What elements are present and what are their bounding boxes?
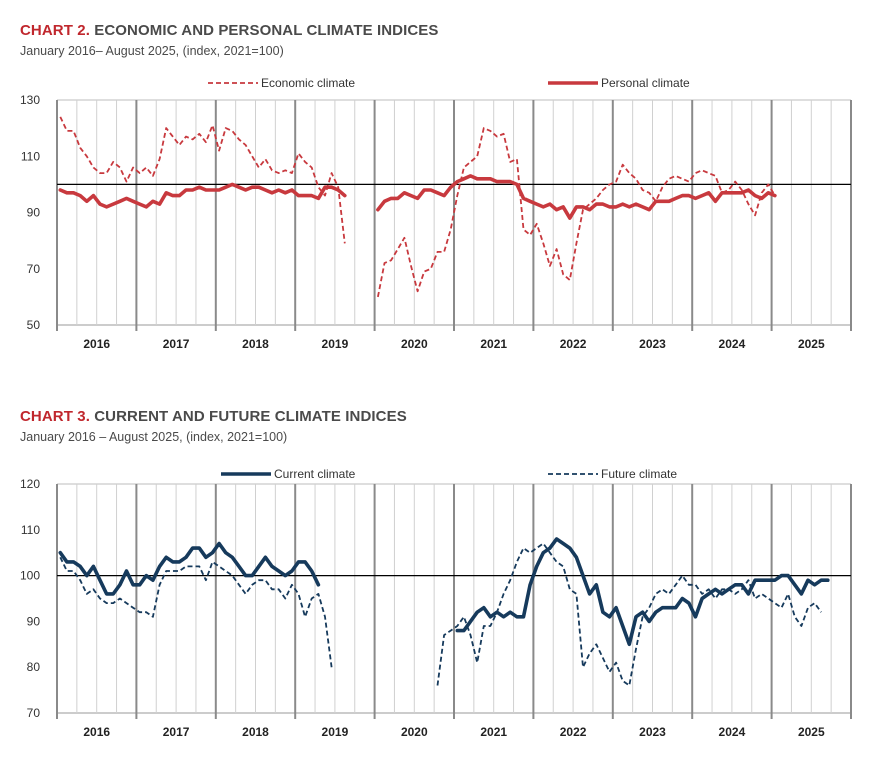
chart-2-series-personal-climate-line: [58, 182, 347, 209]
chart-2-y-tick-label: 70: [27, 262, 41, 276]
chart-3-x-year-label: 2018: [242, 725, 269, 739]
chart-2-plot: 50 70 90 110 130 2016 2017 2018 2019 2020 2021 2022…: [20, 76, 852, 351]
chart-2-x-year-label: 2017: [163, 337, 190, 351]
chart-2-legend-label: Economic climate: [261, 76, 355, 90]
chart-2-x-year-label: 2021: [480, 337, 507, 351]
chart-3-x-year-label: 2024: [719, 725, 746, 739]
chart-2-x-year-label: 2020: [401, 337, 428, 351]
chart-3-y-tick-label: 70: [27, 706, 41, 720]
chart-2-title: CHART 2. ECONOMIC AND PERSONAL CLIMATE I…: [20, 22, 439, 39]
chart-2-y-tick-label: 130: [20, 93, 40, 107]
chart-3-x-year-label: 2017: [163, 725, 190, 739]
chart-3-y-tick-label: 80: [27, 660, 41, 674]
chart-3-legend-label: Future climate: [601, 467, 677, 481]
chart-3-x-year-label: 2021: [480, 725, 507, 739]
chart-3-x-year-label: 2022: [560, 725, 587, 739]
chart-3-y-tick-label: 120: [20, 477, 40, 491]
chart-2-y-tick-label: 90: [27, 206, 41, 220]
chart-3-series-current-climate-line: [455, 537, 830, 647]
chart-2-series-economic-climate-line: [377, 127, 776, 298]
chart-2-title-number: CHART 2.: [20, 22, 90, 39]
chart-2-series-economic-climate-line: [59, 116, 346, 244]
chart-3-title-text: CURRENT AND FUTURE CLIMATE INDICES: [89, 408, 407, 425]
chart-3-x-year-label: 2023: [639, 725, 666, 739]
chart-3-x-year-label: 2025: [798, 725, 825, 739]
chart-2-y-tick-label: 110: [21, 149, 40, 163]
chart-2-x-year-label: 2025: [798, 337, 825, 351]
chart-3-subtitle: January 2016 – August 2025, (index, 2021…: [20, 430, 288, 444]
chart-2-legend-label: Personal climate: [601, 76, 690, 90]
chart-3-block: CHART 3. CURRENT AND FUTURE CLIMATE INDI…: [0, 392, 887, 759]
chart-3-x-year-label: 2019: [322, 725, 349, 739]
chart-2-x-year-label: 2022: [560, 337, 587, 351]
chart-3-y-tick-label: 90: [27, 614, 41, 628]
chart-2-series-personal-climate-line: [376, 174, 777, 220]
chart-2-subtitle: January 2016– August 2025, (index, 2021=…: [20, 44, 284, 58]
chart-3-plot: 70 80 90 100 110 120 2016 2017 2018 2019 2020 2021 2…: [20, 467, 852, 739]
chart-3-series-current-climate-line: [58, 541, 321, 596]
chart-2-x-year-label: 2019: [322, 337, 349, 351]
chart-2-title-text: ECONOMIC AND PERSONAL CLIMATE INDICES: [89, 22, 439, 39]
chart-2-x-year-label: 2024: [719, 337, 746, 351]
chart-2-x-year-label: 2016: [83, 337, 110, 351]
chart-3-y-tick-label: 110: [21, 523, 40, 537]
chart-2-x-year-label: 2023: [639, 337, 666, 351]
chart-2-x-year-label: 2018: [242, 337, 269, 351]
chart-3-x-year-label: 2016: [83, 725, 110, 739]
chart-3-series-future-climate-line: [436, 542, 822, 687]
chart-3-x-year-label: 2020: [401, 725, 428, 739]
chart-3-legend-label: Current climate: [274, 467, 356, 481]
chart-2-block: CHART 2. ECONOMIC AND PERSONAL CLIMATE I…: [20, 22, 852, 351]
chart-3-title: CHART 3. CURRENT AND FUTURE CLIMATE INDI…: [20, 408, 407, 425]
chart-3-title-number: CHART 3.: [20, 408, 90, 425]
chart-3-series-future-climate-line: [59, 556, 333, 668]
chart-2-y-tick-label: 50: [27, 318, 41, 332]
chart-3-y-tick-label: 100: [20, 569, 40, 583]
